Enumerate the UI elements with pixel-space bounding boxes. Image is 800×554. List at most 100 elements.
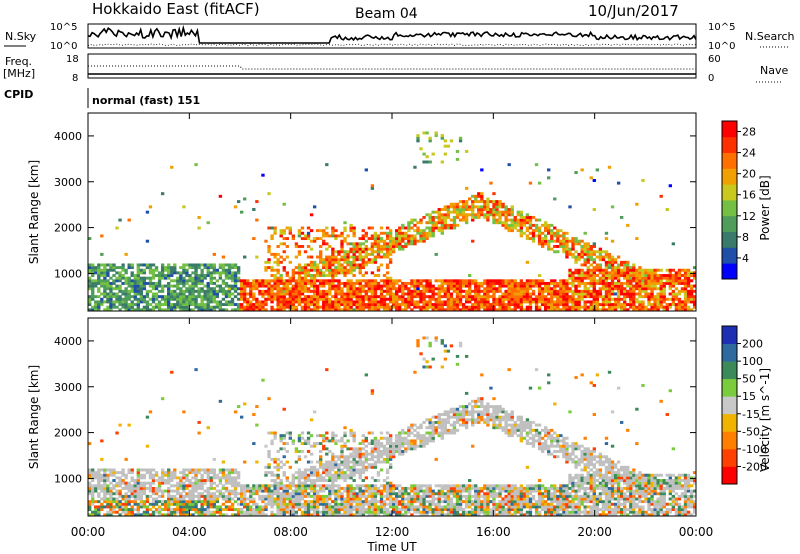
data-cell: [319, 486, 323, 490]
data-cell: [352, 471, 356, 475]
data-cell: [428, 136, 432, 140]
data-cell: [167, 500, 171, 504]
data-cell: [148, 513, 153, 517]
data-cell: [264, 266, 268, 270]
data-cell: [528, 292, 533, 296]
data-cell: [364, 457, 368, 461]
data-cell: [200, 268, 204, 272]
data-cell: [209, 271, 213, 275]
data-cell: [255, 486, 259, 490]
data-cell: [629, 305, 633, 309]
data-cell: [148, 471, 153, 475]
data-cell: [291, 473, 296, 477]
data-cell: [550, 289, 554, 293]
data-cell: [656, 303, 660, 307]
data-cell: [343, 239, 347, 243]
data-cell: [547, 168, 551, 172]
data-cell: [218, 303, 223, 307]
data-cell: [586, 300, 590, 304]
data-cell: [449, 226, 454, 230]
data-cell: [407, 305, 411, 309]
data-cell: [559, 289, 563, 293]
data-cell: [601, 308, 606, 312]
data-cell: [233, 289, 238, 293]
data-cell: [300, 431, 305, 435]
data-cell: [255, 460, 259, 464]
data-cell: [349, 508, 353, 512]
data-cell: [179, 481, 183, 485]
data-cell: [240, 281, 244, 285]
data-cell: [498, 215, 502, 219]
data-cell: [209, 484, 213, 488]
data-cell: [334, 505, 338, 509]
data-cell: [133, 281, 137, 285]
data-cell: [151, 268, 156, 272]
data-cell: [361, 255, 365, 259]
data-cell: [629, 266, 633, 270]
data-cell: [91, 486, 95, 490]
data-cell: [97, 468, 101, 472]
data-cell: [273, 473, 277, 477]
data-cell: [610, 308, 615, 312]
data-cell: [121, 481, 125, 485]
data-cell: [264, 297, 268, 301]
data-cell: [477, 303, 481, 307]
data-cell: [328, 494, 332, 498]
data-cell: [221, 484, 226, 488]
data-cell: [233, 308, 238, 312]
data-cell: [616, 274, 621, 277]
data-cell: [595, 289, 600, 293]
data-cell: [312, 281, 317, 285]
data-cell: [352, 281, 356, 285]
data-cell: [534, 300, 539, 304]
data-cell: [428, 284, 432, 288]
data-cell: [316, 303, 320, 307]
data-cell: [574, 305, 578, 309]
data-cell: [255, 505, 259, 509]
data-cell: [492, 287, 496, 291]
data-cell: [221, 271, 226, 275]
data-cell: [319, 510, 323, 514]
data-cell: [273, 308, 277, 312]
data-cell: [586, 258, 590, 262]
data-cell: [504, 295, 508, 299]
data-cell: [297, 489, 302, 493]
data-cell: [680, 303, 685, 307]
data-cell: [170, 471, 174, 475]
data-cell: [516, 229, 520, 233]
data-cell: [358, 442, 362, 446]
data-cell: [309, 213, 314, 217]
data-cell: [270, 473, 274, 477]
data-cell: [364, 234, 368, 238]
data-cell: [507, 308, 511, 312]
data-cell: [613, 271, 618, 275]
data-cell: [461, 305, 466, 309]
data-cell: [626, 223, 630, 227]
data-cell: [139, 292, 144, 296]
data-cell: [455, 284, 460, 288]
data-cell: [562, 295, 566, 299]
data-cell: [343, 305, 347, 309]
data-cell: [279, 481, 283, 485]
data-cell: [191, 263, 195, 267]
data-cell: [224, 295, 229, 299]
data-cell: [182, 502, 186, 506]
data-cell: [592, 258, 596, 262]
data-cell: [164, 508, 168, 512]
data-cell: [361, 513, 365, 517]
data-cell: [261, 378, 265, 382]
data-cell: [367, 494, 372, 498]
data-cell: [309, 434, 314, 438]
data-cell: [203, 284, 207, 288]
data-cell: [328, 255, 332, 259]
data-cell: [638, 284, 642, 288]
data-cell: [224, 473, 229, 477]
data-cell: [288, 481, 292, 485]
data-cell: [574, 279, 578, 283]
data-cell: [501, 210, 505, 214]
data-cell: [297, 479, 302, 482]
data-cell: [103, 481, 107, 485]
data-cell: [623, 303, 627, 307]
data-cell: [559, 308, 563, 312]
data-cell: [142, 276, 147, 280]
